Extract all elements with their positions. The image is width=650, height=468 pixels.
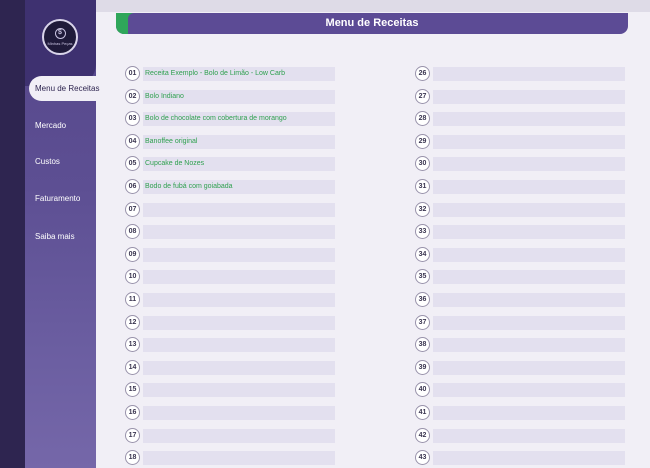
recipe-number: 36	[415, 292, 430, 307]
recipe-number: 31	[415, 179, 430, 194]
recipe-name-field[interactable]	[143, 247, 335, 262]
recipe-number: 29	[415, 133, 430, 149]
recipe-name-field[interactable]	[433, 202, 625, 217]
recipe-number: 16	[125, 405, 140, 420]
recipe-name-field[interactable]	[433, 157, 625, 172]
recipe-name-field[interactable]: Bolo de chocolate com cobertura de moran…	[143, 112, 335, 127]
recipe-name-field[interactable]	[433, 225, 625, 240]
recipe-number: 14	[125, 359, 140, 375]
recipe-name-field[interactable]	[433, 383, 625, 398]
recipe-number: 27	[415, 88, 430, 104]
recipe-number: 17	[125, 427, 140, 443]
top-bar	[96, 0, 650, 12]
recipe-number: 11	[125, 292, 140, 307]
recipe-number: 10	[125, 269, 140, 285]
recipe-number: 03	[125, 111, 140, 127]
recipe-name-field[interactable]	[433, 406, 625, 420]
recipe-name-field[interactable]: Banoffee original	[143, 134, 335, 149]
recipe-name-field[interactable]	[143, 225, 335, 240]
sidebar-item-menu-de-receitas[interactable]: Menu de Receitas	[29, 76, 99, 101]
recipe-name-field[interactable]	[143, 451, 335, 466]
recipe-number: 12	[125, 314, 140, 330]
recipe-name-field[interactable]	[433, 112, 625, 127]
sidebar-item-mercado[interactable]: Mercado	[35, 121, 67, 130]
recipe-name-field[interactable]	[433, 67, 625, 81]
recipe-name-field[interactable]	[433, 428, 625, 443]
recipe-number: 41	[415, 405, 430, 420]
recipe-number: 33	[415, 224, 430, 240]
recipe-name-field[interactable]: Cupcake de Nozes	[143, 157, 335, 172]
page-title: Menu de Receitas	[325, 17, 419, 29]
recipe-number: 38	[415, 337, 430, 353]
recipe-name-field[interactable]	[143, 270, 335, 285]
recipe-name-field[interactable]	[433, 270, 625, 285]
recipe-name-field[interactable]	[143, 293, 335, 307]
recipe-name-field[interactable]	[143, 202, 335, 217]
recipe-name-field[interactable]	[433, 338, 625, 353]
recipe-name-field[interactable]	[143, 338, 335, 353]
recipe-name-field[interactable]	[433, 247, 625, 262]
recipe-number: 02	[125, 88, 140, 104]
recipe-number: 15	[125, 382, 140, 398]
recipe-name-field[interactable]	[143, 406, 335, 420]
recipe-number: 39	[415, 359, 430, 375]
recipe-name-field[interactable]	[143, 315, 335, 330]
recipe-name-field[interactable]	[433, 180, 625, 194]
sidebar-item-custos[interactable]: Custos	[35, 157, 60, 166]
sidebar-item-faturamento[interactable]: Faturamento	[35, 194, 81, 203]
recipe-number: 34	[415, 246, 430, 262]
recipe-name-field[interactable]: Bodo de fubá com goiabada	[143, 180, 335, 194]
recipe-name-field[interactable]	[433, 89, 625, 104]
recipe-name-field[interactable]: Receita Exemplo - Bolo de Limão - Low Ca…	[143, 67, 335, 81]
recipe-name-field[interactable]	[433, 293, 625, 307]
recipe-number: 26	[415, 66, 430, 81]
recipe-number: 09	[125, 246, 140, 262]
recipe-number: 37	[415, 314, 430, 330]
recipe-number: 18	[125, 450, 140, 466]
recipe-name-field[interactable]	[433, 451, 625, 466]
recipe-number: 07	[125, 201, 140, 217]
recipe-number: 42	[415, 427, 430, 443]
recipe-number: 06	[125, 179, 140, 194]
recipe-name-field[interactable]	[433, 360, 625, 375]
recipe-name-field[interactable]	[433, 134, 625, 149]
sidebar-item-saiba-mais[interactable]: Saiba mais	[35, 232, 75, 241]
left-strip	[0, 0, 25, 468]
page-header	[116, 13, 628, 34]
recipe-number: 30	[415, 156, 430, 172]
recipe-number: 28	[415, 111, 430, 127]
recipe-number: 35	[415, 269, 430, 285]
recipe-number: 13	[125, 337, 140, 353]
recipe-number: 04	[125, 133, 140, 149]
recipe-name-field[interactable]	[143, 383, 335, 398]
recipe-number: 08	[125, 224, 140, 240]
recipe-number: 43	[415, 450, 430, 466]
recipe-name-field[interactable]	[143, 428, 335, 443]
logo[interactable]: $ Minhas Peças	[42, 19, 78, 55]
header-accent-cover	[128, 13, 140, 34]
recipe-number: 01	[125, 66, 140, 81]
recipe-number: 40	[415, 382, 430, 398]
logo-text: Minhas Peças	[47, 41, 73, 46]
recipe-name-field[interactable]	[143, 360, 335, 375]
recipe-number: 05	[125, 156, 140, 172]
sidebar-header: $ Minhas Peças	[25, 0, 96, 86]
recipe-name-field[interactable]	[433, 315, 625, 330]
recipe-name-field[interactable]: Bolo Indiano	[143, 89, 335, 104]
coin-icon: $	[54, 28, 66, 39]
recipe-number: 32	[415, 201, 430, 217]
